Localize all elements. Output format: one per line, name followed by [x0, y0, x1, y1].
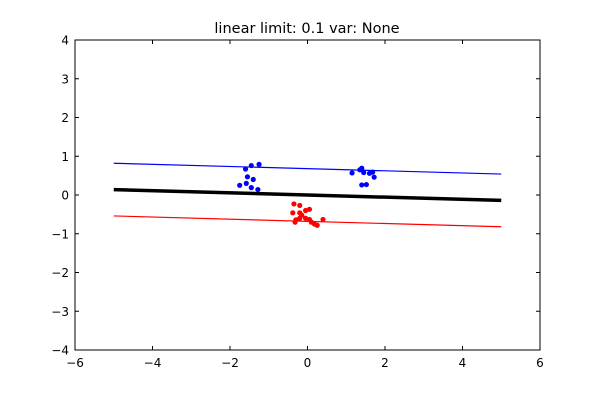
blue-point — [248, 162, 254, 169]
blue-point — [255, 186, 261, 193]
blue-point — [248, 185, 254, 191]
x-tick-label: −4 — [144, 356, 162, 370]
blue-point — [237, 182, 243, 188]
y-tick-label: 2 — [61, 111, 69, 125]
x-tick-label: 0 — [304, 356, 312, 370]
y-tick-label: 1 — [61, 150, 69, 164]
axis-ticks — [74, 39, 541, 351]
upper-margin-line — [113, 162, 502, 175]
blue-point — [244, 174, 251, 180]
red-point — [290, 210, 296, 216]
x-tick-label: 4 — [459, 356, 467, 370]
y-tick-label: 4 — [61, 34, 69, 48]
blue-point — [242, 166, 249, 172]
decision-boundary-line — [113, 187, 502, 203]
red-point — [292, 219, 298, 225]
blue-point — [370, 169, 376, 175]
blue-point — [359, 165, 365, 171]
chart-title: linear limit: 0.1 var: None — [214, 21, 399, 37]
blue-point — [243, 180, 249, 186]
data-points — [237, 161, 377, 228]
plot-area — [74, 39, 541, 351]
x-tick-label: −2 — [221, 356, 239, 370]
blue-point — [371, 174, 377, 180]
x-tick-label: 2 — [381, 356, 389, 370]
lower-margin-line — [113, 215, 502, 228]
red-point — [297, 215, 303, 221]
red-point — [320, 216, 326, 223]
red-point — [291, 201, 297, 207]
y-tick-label: −3 — [51, 305, 69, 319]
x-tick-label: −6 — [66, 356, 84, 370]
blue-point — [361, 169, 367, 176]
y-tick-label: 3 — [61, 72, 69, 86]
boundary-lines — [113, 162, 502, 228]
blue-point — [363, 181, 369, 188]
blue-point — [359, 182, 365, 188]
x-tick-label: 6 — [536, 356, 544, 370]
y-tick-label: 0 — [61, 189, 69, 203]
blue-point — [349, 170, 355, 176]
red-point — [297, 202, 303, 209]
red-point — [306, 206, 313, 212]
blue-point — [250, 176, 256, 183]
y-tick-label: −4 — [51, 344, 69, 358]
y-tick-label: −1 — [51, 227, 69, 241]
red-point — [314, 222, 320, 228]
y-tick-label: −2 — [51, 266, 69, 280]
blue-point — [256, 161, 262, 167]
